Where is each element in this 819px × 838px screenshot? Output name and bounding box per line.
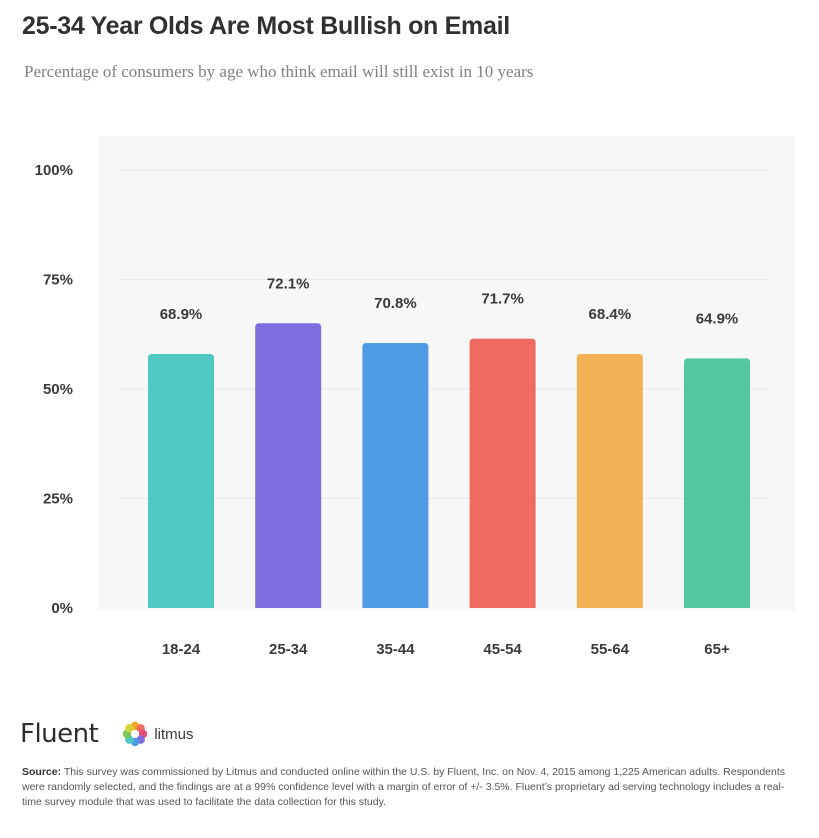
source-text: This survey was commissioned by Litmus a… [22, 766, 786, 808]
y-tick-label: 100% [35, 162, 73, 179]
chart-title: 25-34 Year Olds Are Most Bullish on Emai… [22, 12, 510, 40]
source-label: Source: [22, 766, 62, 778]
x-tick-label-35-44: 35-44 [376, 641, 415, 658]
x-tick-label-25-34: 25-34 [269, 641, 308, 658]
bar-45-54 [469, 338, 536, 608]
fluent-logo: Fluent [20, 719, 99, 749]
logo-row: Fluent litmus [20, 716, 194, 752]
data-label-65+: 64.9% [696, 310, 739, 327]
litmus-logo-text: litmus [154, 725, 194, 743]
y-tick-label: 0% [51, 600, 73, 617]
bar-chart: 0% 25% 50% 75% 100% 68.9% 18-24 72.1% 25-34 70.8%… [35, 136, 795, 658]
data-label-18-24: 68.9% [160, 306, 203, 323]
y-tick-label: 75% [43, 272, 73, 289]
data-label-25-34: 72.1% [267, 275, 310, 292]
y-tick-label: 25% [43, 491, 73, 508]
bar-18-24 [148, 353, 214, 608]
x-tick-label-65+: 65+ [704, 641, 730, 658]
fluent-logo-text: Fluent [20, 719, 99, 749]
source-note: Source: This survey was commissioned by … [22, 765, 802, 810]
x-tick-label-18-24: 18-24 [162, 641, 201, 658]
x-tick-label-55-64: 55-64 [591, 641, 630, 658]
bar-55-64 [576, 353, 643, 608]
chart-subtitle: Percentage of consumers by age who think… [24, 62, 534, 81]
x-tick-label-45-54: 45-54 [483, 641, 522, 658]
data-label-35-44: 70.8% [374, 295, 417, 312]
bar-25-34 [255, 323, 322, 608]
plot-background [98, 136, 795, 610]
data-label-55-64: 68.4% [589, 306, 632, 323]
bar-65+ [684, 358, 750, 608]
y-tick-label: 50% [43, 381, 73, 398]
litmus-logo: litmus [122, 721, 194, 747]
data-label-45-54: 71.7% [481, 291, 524, 308]
bar-35-44 [362, 343, 429, 608]
litmus-flower-icon [123, 721, 148, 747]
